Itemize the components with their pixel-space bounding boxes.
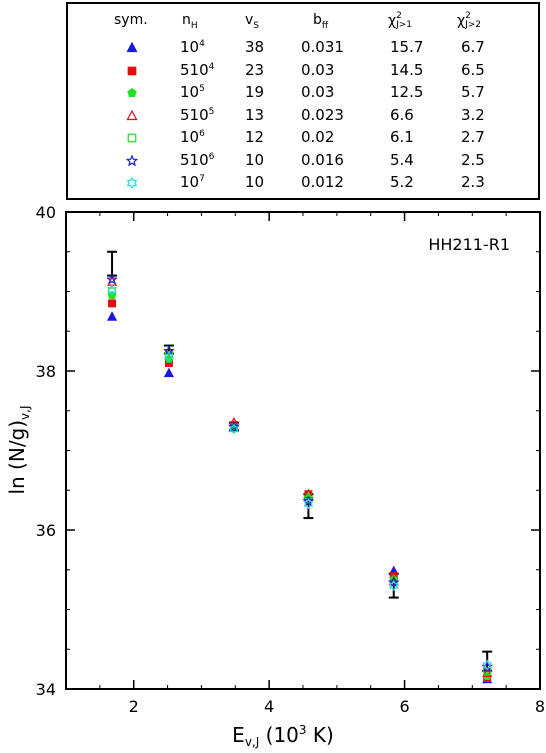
legend-marker	[126, 41, 138, 53]
legend-vs: 19	[245, 83, 265, 101]
data-point-triangle-open	[163, 345, 174, 355]
legend-chi1: 15.7	[390, 38, 424, 56]
legend-nH: 105	[180, 83, 205, 101]
data-point-square-filled	[108, 299, 117, 308]
legend-marker	[126, 109, 138, 120]
legend-chi2: 6.5	[461, 60, 485, 79]
legend-vs: 10	[245, 150, 265, 169]
data-point-star-open	[228, 420, 240, 432]
data-point-star6-open	[482, 659, 493, 671]
plot-frame	[65, 211, 541, 690]
error-bars	[107, 250, 493, 672]
header-bff: bff	[313, 12, 329, 31]
data-point-triangle-filled	[163, 367, 174, 378]
y-tick-label: 36	[36, 521, 56, 540]
legend-chi1: 6.1	[390, 128, 414, 146]
x-tick-label: 6	[399, 697, 409, 716]
legend-marker-pentagon-filled	[127, 88, 137, 98]
legend-bff: 0.016	[301, 150, 344, 169]
legend-nH: 5105	[180, 105, 215, 124]
annotation-label: HH211-R1	[428, 235, 510, 254]
x-tick-label: 4	[264, 697, 274, 716]
legend-chi1: 14.5	[390, 60, 424, 79]
legend-bff: 0.031	[301, 38, 344, 56]
data-point-triangle-open	[228, 416, 239, 427]
legend-bff: 0.023	[301, 105, 344, 124]
y-tick-label: 34	[36, 680, 56, 699]
legend-bff: 0.03	[301, 83, 335, 101]
data-point-star6-open	[229, 423, 239, 435]
legend-nH: 5106	[180, 150, 215, 169]
observed-errorbar	[107, 250, 118, 277]
data-point-star6-open	[388, 580, 399, 592]
data-markers	[106, 273, 493, 684]
header-vs: vS	[245, 12, 260, 31]
legend-marker-star6-open	[126, 176, 138, 190]
x-tick-label: 2	[129, 697, 139, 716]
legend-marker-square-filled	[127, 66, 137, 75]
legend-chi1: 6.6	[390, 105, 414, 124]
x-axis-label: Ev,J (103 K)	[232, 723, 334, 749]
legend-vs: 10	[245, 173, 265, 191]
data-point-triangle-filled	[106, 311, 118, 321]
legend-nH: 107	[180, 173, 205, 191]
data-point-star6-open	[107, 284, 117, 296]
y-tick-label: 40	[36, 203, 56, 222]
legend-marker-triangle-open	[126, 109, 138, 120]
x-tick-label: 8	[535, 697, 545, 716]
data-point-star-open	[302, 495, 315, 507]
legend-chi2: 2.7	[461, 128, 485, 146]
legend-chi2: 6.7	[461, 38, 485, 56]
legend-marker-square-open	[127, 133, 137, 143]
y-tick-label: 38	[36, 362, 56, 381]
legend-marker	[127, 66, 137, 75]
legend-chi2: 2.5	[461, 150, 485, 169]
legend-vs: 12	[245, 128, 265, 146]
data-point-star-open	[387, 576, 400, 588]
data-point-triangle-open	[482, 667, 493, 677]
legend-box: sym. nH vS bff χ 2 J>1 χ 2 J>2 104 38 0.031 15.7 6.7 51…	[66, 2, 540, 200]
legend-chi1: 5.2	[390, 173, 414, 191]
legend-chi2: 2.3	[461, 173, 485, 191]
legend-vs: 38	[245, 38, 265, 56]
legend-marker	[126, 176, 138, 190]
legend-bff: 0.03	[301, 60, 335, 79]
legend-marker	[127, 88, 137, 98]
legend-marker	[127, 133, 137, 143]
legend-marker-triangle-filled	[126, 41, 138, 53]
legend-nH: 106	[180, 128, 205, 146]
data-point-star-open	[106, 273, 118, 285]
header-nH: nH	[182, 12, 198, 31]
legend-chi1: 12.5	[390, 83, 424, 101]
data-point-star6-open	[164, 351, 174, 363]
header-chi2: χ 2 J>2	[457, 11, 482, 30]
legend-bff: 0.02	[301, 128, 335, 146]
data-point-star6-open	[303, 498, 314, 510]
legend-chi1: 5.4	[390, 150, 414, 169]
y-axis-label: ln (N/g)v,J	[5, 405, 32, 494]
legend-marker	[125, 153, 139, 166]
legend-bff: 0.012	[301, 173, 344, 191]
legend-marker-star-open	[125, 153, 139, 166]
legend-vs: 23	[245, 60, 265, 79]
legend-nH: 5104	[180, 60, 215, 79]
legend-vs: 13	[245, 105, 265, 124]
legend-nH: 104	[180, 38, 205, 56]
header-sym: sym.	[114, 12, 148, 28]
legend-chi2: 3.2	[461, 105, 485, 124]
legend-chi2: 5.7	[461, 83, 485, 101]
axis-ticks: 2 4 6 8 34 36 38 40	[36, 203, 545, 716]
header-chi1: χ 2 J>1	[388, 11, 413, 30]
